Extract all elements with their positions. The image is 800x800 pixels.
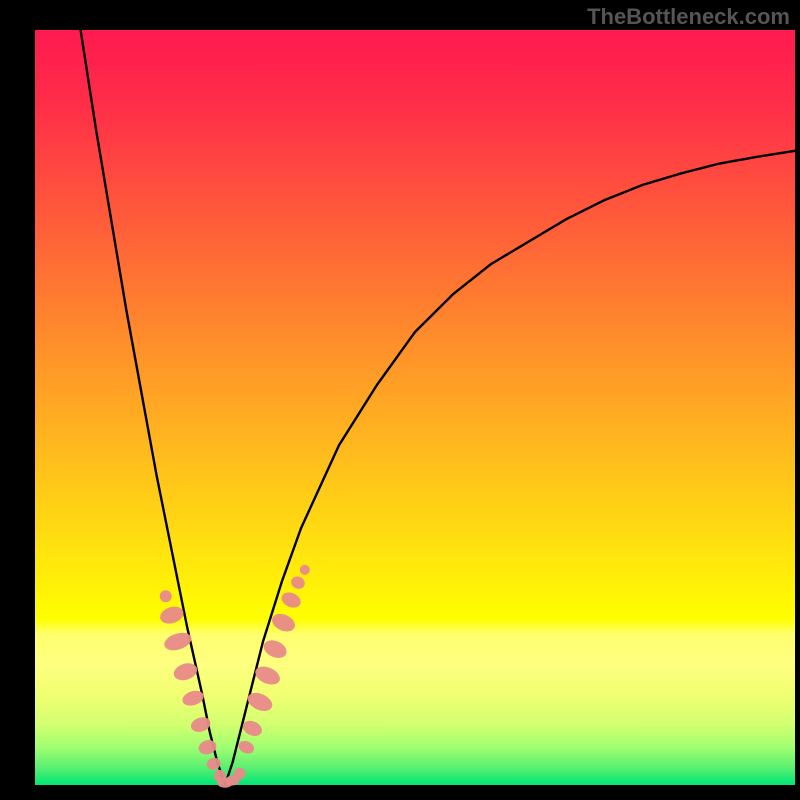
data-point-marker <box>233 768 245 780</box>
watermark-text: TheBottleneck.com <box>587 4 790 30</box>
plot-background <box>35 30 795 785</box>
bottleneck-chart-svg <box>0 0 800 800</box>
chart-root: TheBottleneck.com <box>0 0 800 800</box>
